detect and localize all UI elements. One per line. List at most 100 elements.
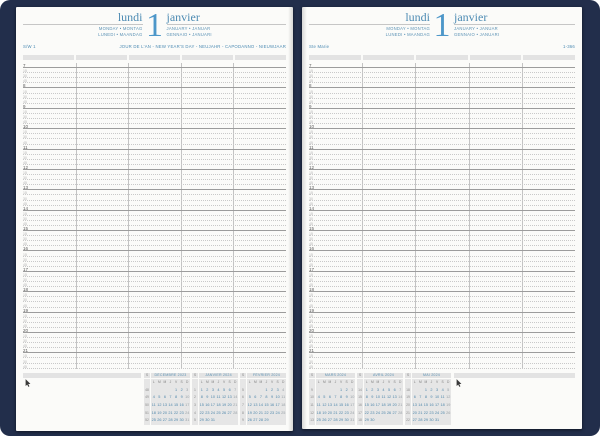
- time-row: 45: [309, 343, 575, 349]
- week-column-header: S: [309, 372, 315, 379]
- calendar-day: 13: [162, 402, 168, 407]
- calendar-day: 27: [412, 418, 417, 423]
- time-row: 30: [309, 338, 575, 344]
- calendar-day: 11: [381, 395, 386, 400]
- time-row: 15: [309, 190, 575, 196]
- calendar-day: 8: [340, 395, 343, 400]
- calendar-day: 13: [392, 395, 397, 400]
- time-row: 30: [23, 216, 286, 221]
- week-number-label: S/W 1: [23, 44, 36, 49]
- time-row: 30: [309, 297, 575, 303]
- week-number: 10: [310, 395, 314, 400]
- day-header: D: [186, 380, 189, 385]
- time-row: 15: [309, 109, 575, 114]
- calendar-day: 26: [157, 418, 162, 423]
- time-row: 45: [23, 343, 286, 349]
- calendar-day: 15: [338, 402, 344, 407]
- calendar-day: 21: [398, 402, 403, 407]
- hour-label: 20: [23, 327, 29, 333]
- day-grid: L M M J V S D 1 2 3 4 5 6 7 8 9 10 11 12 13 14 15 16 17 18 19 20 21…: [199, 379, 238, 425]
- time-row: 15: [23, 170, 286, 176]
- calendar-day: 11: [440, 395, 445, 400]
- date-number: 1: [146, 7, 163, 44]
- day-header: J: [265, 380, 268, 385]
- calendar-day: 5: [388, 387, 391, 392]
- day-header: M: [328, 380, 332, 385]
- time-row: 45: [23, 221, 286, 226]
- week-column-header: S: [144, 372, 150, 379]
- time-row: 30: [309, 216, 575, 221]
- calendar-day: 15: [173, 402, 179, 407]
- column-divider: [75, 63, 77, 369]
- cursor-arrow-icon: [456, 379, 462, 388]
- time-row: 45: [309, 180, 575, 186]
- time-row: 7: [309, 63, 575, 69]
- time-row: 15: [23, 129, 286, 135]
- calendar-day: 7: [234, 387, 237, 392]
- calendar-day: 18: [440, 402, 445, 407]
- quarter-label: 30: [309, 115, 313, 120]
- time-row: 15: [309, 231, 575, 237]
- calendar-day: 16: [205, 402, 210, 407]
- calendar-day: 20: [412, 410, 417, 415]
- calendar-day: 15: [364, 402, 369, 407]
- time-row: 18: [23, 287, 286, 293]
- calendar-day: [232, 417, 238, 425]
- calendar-day: 20: [392, 402, 397, 407]
- week-number: 1: [194, 387, 196, 392]
- time-row: 19: [23, 308, 286, 313]
- day-translations-line1: MONDAY • MONTAG: [98, 26, 143, 31]
- calendar-day: 7: [399, 387, 402, 392]
- time-row: 15: [309, 272, 575, 277]
- calendar-day: 14: [168, 402, 173, 407]
- day-grid: L M M J V S D 1 2 3 4 5 6 7 8 9 10 11 12 13 14 15 16 17 18 19 20 21…: [151, 379, 190, 425]
- column-divider: [128, 63, 130, 369]
- quarter-label: 45: [23, 283, 27, 288]
- calendar-day: 5: [447, 387, 450, 392]
- calendar-day: 17: [434, 402, 440, 407]
- column-header-cell: [362, 55, 415, 60]
- calendar-day: 2: [271, 387, 274, 392]
- quarter-label: 45: [309, 242, 313, 247]
- calendar-day: 26: [386, 410, 392, 415]
- calendar-day: 1: [340, 387, 343, 392]
- time-row: 15: [23, 313, 286, 318]
- calendar-day: 5: [323, 395, 326, 400]
- calendar-day: 25: [381, 410, 386, 415]
- time-row: 30: [23, 134, 286, 140]
- time-row: 19: [309, 308, 575, 313]
- week-numbers: 18 19 20 21 22: [405, 379, 411, 425]
- calendar-day: 22: [199, 410, 204, 415]
- quarter-label: 45: [309, 120, 313, 125]
- time-row: 15: [309, 170, 575, 176]
- quarter-label: 45: [23, 303, 27, 308]
- time-row: 15: [23, 109, 286, 114]
- quarter-label: 30: [309, 74, 313, 79]
- calendar-day: 27: [227, 410, 232, 415]
- calendar-day: 9: [371, 395, 374, 400]
- calendar-day: 5: [248, 395, 251, 400]
- calendar-day: 8: [175, 395, 178, 400]
- calendar-day: 19: [446, 402, 451, 407]
- calendar-day: 19: [386, 402, 392, 407]
- calendar-day: 11: [216, 395, 221, 400]
- day-header: M: [157, 380, 161, 385]
- quarter-label: 15: [309, 232, 313, 237]
- day-name: lundi: [405, 10, 430, 24]
- time-row: 30: [309, 236, 575, 242]
- quarter-label: 45: [23, 140, 27, 145]
- week-number: 11: [310, 402, 314, 407]
- time-row: 16: [309, 246, 575, 252]
- day-header: S: [180, 380, 183, 385]
- day-header: S: [228, 380, 231, 385]
- page-header: lundi MONDAY • MONTAG LUNEDI • MAANDAG 1…: [309, 9, 575, 50]
- calendar-day: 26: [322, 418, 327, 423]
- calendar-day: 26: [221, 410, 227, 415]
- quarter-label: 30: [23, 155, 27, 160]
- quarter-label: 45: [309, 160, 313, 165]
- time-row: 30: [309, 73, 575, 79]
- calendar-day: 13: [227, 395, 232, 400]
- calendar-day: 4: [282, 387, 285, 392]
- quarter-label: 45: [23, 344, 27, 349]
- time-row: 15: [309, 68, 575, 74]
